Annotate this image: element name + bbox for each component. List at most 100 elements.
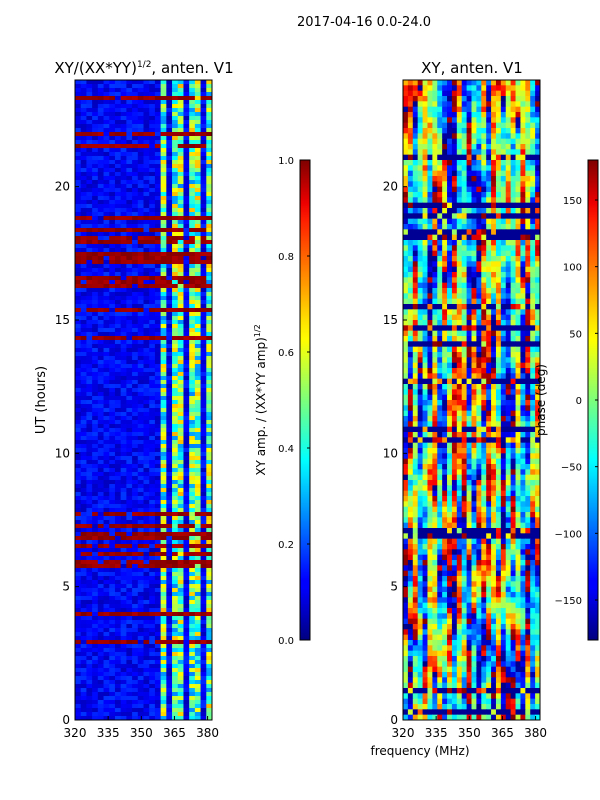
heatmap-cell: [75, 484, 82, 489]
heatmap-cell: [177, 316, 185, 321]
heatmap-cell: [194, 644, 202, 649]
heatmap-cell: [476, 144, 482, 150]
heatmap-cell: [189, 392, 196, 397]
heatmap-cell: [422, 240, 429, 246]
heatmap-cell: [172, 532, 179, 537]
heatmap-cell: [137, 136, 145, 141]
heatmap-cell: [177, 96, 185, 101]
heatmap-cell: [189, 236, 196, 241]
heatmap-cell: [442, 128, 448, 134]
heatmap-cell: [143, 716, 150, 720]
heatmap-cell: [525, 181, 531, 188]
heatmap-cell: [160, 236, 167, 241]
heatmap-cell: [132, 236, 139, 241]
heatmap-cell: [75, 572, 82, 577]
heatmap-cell: [97, 264, 105, 269]
heatmap-cell: [137, 392, 145, 397]
heatmap-cell: [143, 256, 150, 261]
heatmap-cell: [160, 444, 167, 449]
heatmap-cell: [103, 160, 110, 165]
heatmap-cell: [109, 228, 116, 233]
heatmap-cell: [471, 160, 477, 166]
heatmap-cell: [166, 700, 173, 705]
heatmap-cell: [97, 392, 105, 397]
heatmap-cell: [206, 96, 212, 101]
heatmap-cell: [166, 412, 173, 417]
heatmap-cell: [177, 392, 185, 397]
heatmap-cell: [120, 508, 127, 513]
heatmap-cell: [75, 688, 82, 693]
heatmap-cell: [97, 464, 105, 469]
heatmap-cell: [103, 564, 110, 569]
heatmap-cell: [114, 240, 122, 245]
heatmap-cell: [166, 264, 173, 269]
heatmap-cell: [172, 300, 179, 305]
heatmap-cell: [442, 213, 448, 220]
heatmap-cell: [166, 376, 173, 381]
heatmap-cell: [160, 132, 167, 137]
heatmap-cell: [143, 304, 150, 309]
heatmap-cell: [200, 512, 207, 517]
heatmap-cell: [103, 432, 110, 437]
heatmap-cell: [160, 560, 167, 565]
heatmap-cell: [177, 596, 185, 601]
heatmap-cell: [80, 80, 88, 85]
heatmap-cell: [120, 288, 127, 293]
heatmap-cell: [80, 156, 88, 161]
heatmap-cell: [535, 117, 540, 124]
heatmap-cell: [143, 308, 150, 313]
heatmap-cell: [166, 368, 173, 373]
heatmap-cell: [520, 272, 526, 278]
heatmap-cell: [200, 712, 207, 717]
heatmap-cell: [75, 364, 82, 369]
heatmap-cell: [461, 272, 468, 278]
heatmap-cell: [200, 188, 207, 193]
heatmap-cell: [120, 84, 127, 89]
heatmap-cell: [183, 628, 190, 633]
heatmap-cell: [86, 432, 93, 437]
heatmap-cell: [97, 544, 105, 549]
heatmap-cell: [417, 128, 424, 134]
heatmap-cell: [515, 117, 522, 124]
heatmap-cell: [143, 372, 150, 377]
heatmap-cell: [103, 504, 110, 509]
heatmap-cell: [412, 250, 419, 257]
heatmap-cell: [510, 96, 517, 102]
heatmap-cell: [154, 388, 162, 393]
heatmap-cell: [132, 256, 139, 261]
heatmap-cell: [166, 244, 173, 249]
heatmap-cell: [80, 544, 88, 549]
heatmap-cell: [172, 612, 179, 617]
heatmap-cell: [160, 476, 167, 481]
heatmap-cell: [154, 200, 162, 205]
heatmap-cell: [206, 84, 212, 89]
heatmap-cell: [500, 256, 507, 262]
heatmap-cell: [114, 320, 122, 325]
heatmap-cell: [109, 420, 116, 425]
heatmap-cell: [86, 192, 93, 197]
heatmap-cell: [160, 412, 167, 417]
heatmap-cell: [97, 668, 105, 673]
heatmap-cell: [149, 124, 156, 129]
heatmap-cell: [86, 624, 93, 629]
heatmap-cell: [149, 676, 156, 681]
heatmap-cell: [75, 224, 82, 229]
heatmap-cell: [103, 372, 110, 377]
heatmap-cell: [86, 176, 93, 181]
heatmap-cell: [132, 476, 139, 481]
heatmap-cell: [132, 592, 139, 597]
heatmap-cell: [137, 252, 145, 257]
heatmap-cell: [200, 376, 207, 381]
heatmap-cell: [109, 428, 116, 433]
heatmap-cell: [114, 512, 122, 517]
heatmap-cell: [189, 244, 196, 249]
heatmap-cell: [114, 356, 122, 361]
heatmap-cell: [132, 688, 139, 693]
heatmap-cell: [92, 116, 99, 121]
heatmap-cell: [166, 564, 173, 569]
heatmap-cell: [109, 312, 116, 317]
heatmap-cell: [137, 156, 145, 161]
heatmap-cell: [177, 552, 185, 557]
heatmap-cell: [432, 85, 438, 92]
heatmap-cell: [206, 648, 212, 653]
